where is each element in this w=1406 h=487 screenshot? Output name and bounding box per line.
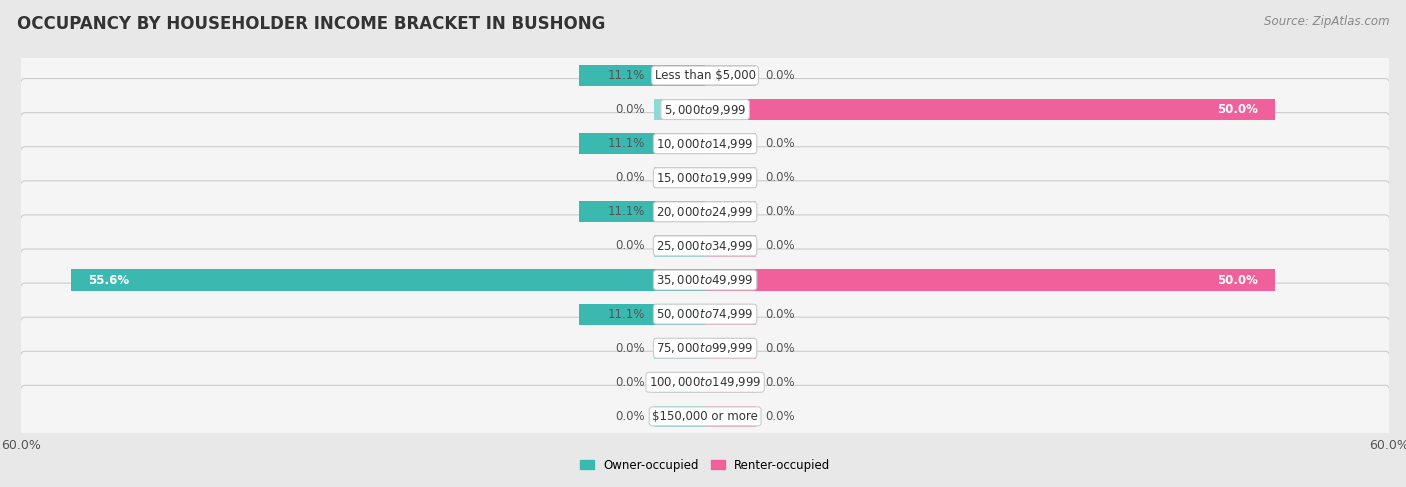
Text: 11.1%: 11.1%	[607, 137, 645, 150]
Text: $35,000 to $49,999: $35,000 to $49,999	[657, 273, 754, 287]
FancyBboxPatch shape	[18, 215, 1392, 277]
Bar	[72, 269, 706, 291]
FancyBboxPatch shape	[18, 385, 1392, 448]
Text: 0.0%: 0.0%	[614, 171, 645, 184]
Text: $25,000 to $34,999: $25,000 to $34,999	[657, 239, 754, 253]
Text: $50,000 to $74,999: $50,000 to $74,999	[657, 307, 754, 321]
Bar	[706, 235, 756, 257]
FancyBboxPatch shape	[18, 283, 1392, 345]
Text: 55.6%: 55.6%	[89, 274, 129, 286]
Bar	[654, 406, 706, 427]
Text: 0.0%: 0.0%	[614, 240, 645, 252]
Text: 0.0%: 0.0%	[765, 342, 796, 355]
Bar	[706, 99, 756, 120]
Bar	[706, 269, 756, 291]
Text: 0.0%: 0.0%	[614, 376, 645, 389]
Text: 0.0%: 0.0%	[765, 137, 796, 150]
Bar	[578, 65, 706, 86]
Bar	[578, 303, 706, 325]
Bar	[706, 406, 756, 427]
Bar	[706, 133, 756, 154]
FancyBboxPatch shape	[18, 181, 1392, 243]
Text: Less than $5,000: Less than $5,000	[655, 69, 755, 82]
Text: 50.0%: 50.0%	[1218, 274, 1258, 286]
Text: 11.1%: 11.1%	[607, 308, 645, 320]
Text: 0.0%: 0.0%	[765, 69, 796, 82]
Text: $5,000 to $9,999: $5,000 to $9,999	[664, 103, 747, 116]
Text: 0.0%: 0.0%	[765, 410, 796, 423]
Bar	[654, 167, 706, 188]
Bar	[706, 337, 756, 359]
Legend: Owner-occupied, Renter-occupied: Owner-occupied, Renter-occupied	[575, 454, 835, 476]
Text: 11.1%: 11.1%	[607, 206, 645, 218]
Text: $20,000 to $24,999: $20,000 to $24,999	[657, 205, 754, 219]
FancyBboxPatch shape	[18, 249, 1392, 311]
FancyBboxPatch shape	[18, 112, 1392, 175]
Text: $15,000 to $19,999: $15,000 to $19,999	[657, 171, 754, 185]
FancyBboxPatch shape	[18, 44, 1392, 107]
Bar	[654, 99, 706, 120]
Bar	[706, 201, 756, 223]
Text: 50.0%: 50.0%	[1218, 103, 1258, 116]
Text: $100,000 to $149,999: $100,000 to $149,999	[650, 375, 761, 389]
Text: 0.0%: 0.0%	[614, 103, 645, 116]
Text: 0.0%: 0.0%	[765, 171, 796, 184]
Bar	[654, 65, 706, 86]
Text: $150,000 or more: $150,000 or more	[652, 410, 758, 423]
Bar	[706, 99, 1275, 120]
FancyBboxPatch shape	[18, 351, 1392, 413]
Bar	[706, 65, 756, 86]
FancyBboxPatch shape	[18, 317, 1392, 379]
FancyBboxPatch shape	[18, 78, 1392, 141]
Text: 0.0%: 0.0%	[614, 410, 645, 423]
FancyBboxPatch shape	[18, 147, 1392, 209]
Bar	[654, 303, 706, 325]
Bar	[654, 269, 706, 291]
Text: 0.0%: 0.0%	[765, 240, 796, 252]
Bar	[706, 372, 756, 393]
Text: Source: ZipAtlas.com: Source: ZipAtlas.com	[1264, 15, 1389, 28]
Text: 0.0%: 0.0%	[765, 376, 796, 389]
Text: 0.0%: 0.0%	[765, 206, 796, 218]
Bar	[706, 269, 1275, 291]
Text: $10,000 to $14,999: $10,000 to $14,999	[657, 137, 754, 150]
Bar	[654, 133, 706, 154]
Bar	[706, 167, 756, 188]
Bar	[654, 235, 706, 257]
Text: $75,000 to $99,999: $75,000 to $99,999	[657, 341, 754, 355]
Bar	[654, 337, 706, 359]
Text: OCCUPANCY BY HOUSEHOLDER INCOME BRACKET IN BUSHONG: OCCUPANCY BY HOUSEHOLDER INCOME BRACKET …	[17, 15, 605, 33]
Bar	[654, 372, 706, 393]
Text: 0.0%: 0.0%	[765, 308, 796, 320]
Bar	[706, 303, 756, 325]
Text: 11.1%: 11.1%	[607, 69, 645, 82]
Bar	[578, 133, 706, 154]
Bar	[578, 201, 706, 223]
Text: 0.0%: 0.0%	[614, 342, 645, 355]
Bar	[654, 201, 706, 223]
